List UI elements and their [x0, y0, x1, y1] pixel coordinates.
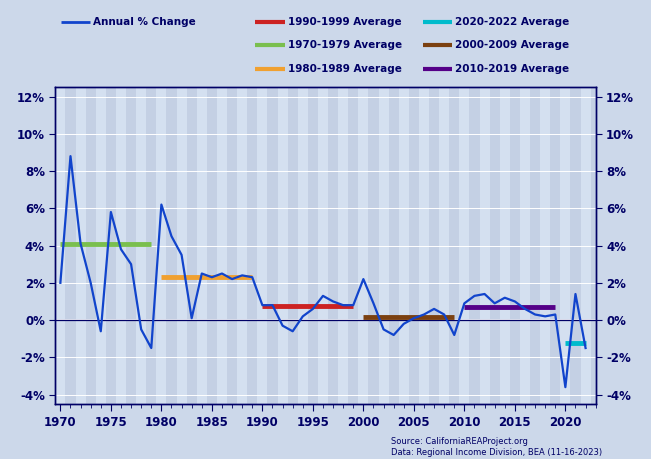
Bar: [338, 87, 348, 404]
Bar: [540, 87, 550, 404]
Bar: [449, 87, 460, 404]
Bar: [419, 87, 429, 404]
Bar: [469, 87, 480, 404]
Bar: [318, 87, 328, 404]
Bar: [116, 87, 126, 404]
Bar: [570, 87, 581, 404]
Bar: [227, 87, 237, 404]
Bar: [86, 87, 96, 404]
Bar: [207, 87, 217, 404]
Text: Source: CaliforniaREAProject.org
Data: Regional Income Division, BEA (11-16-2023: Source: CaliforniaREAProject.org Data: R…: [391, 437, 602, 457]
Bar: [268, 87, 277, 404]
Bar: [581, 87, 590, 404]
Bar: [288, 87, 298, 404]
Text: 2000-2009 Average: 2000-2009 Average: [455, 40, 570, 50]
Bar: [176, 87, 187, 404]
Text: 1990-1999 Average: 1990-1999 Average: [288, 17, 401, 27]
Bar: [520, 87, 530, 404]
Bar: [136, 87, 146, 404]
Bar: [146, 87, 156, 404]
Bar: [561, 87, 570, 404]
Bar: [389, 87, 398, 404]
Bar: [96, 87, 106, 404]
Text: 2020-2022 Average: 2020-2022 Average: [455, 17, 570, 27]
Bar: [328, 87, 338, 404]
Bar: [358, 87, 368, 404]
Text: Annual % Change: Annual % Change: [93, 17, 196, 27]
Bar: [439, 87, 449, 404]
Text: 1970-1979 Average: 1970-1979 Average: [288, 40, 402, 50]
Bar: [106, 87, 116, 404]
Bar: [590, 87, 601, 404]
Bar: [257, 87, 268, 404]
Bar: [429, 87, 439, 404]
Bar: [167, 87, 176, 404]
Bar: [368, 87, 378, 404]
Bar: [156, 87, 167, 404]
Bar: [500, 87, 510, 404]
Bar: [480, 87, 490, 404]
Bar: [298, 87, 308, 404]
Bar: [530, 87, 540, 404]
Bar: [378, 87, 389, 404]
Bar: [490, 87, 500, 404]
Bar: [550, 87, 561, 404]
Bar: [187, 87, 197, 404]
Bar: [237, 87, 247, 404]
Bar: [217, 87, 227, 404]
Bar: [126, 87, 136, 404]
Text: 2010-2019 Average: 2010-2019 Average: [455, 64, 570, 73]
Bar: [55, 87, 66, 404]
Bar: [348, 87, 358, 404]
Bar: [247, 87, 257, 404]
Bar: [409, 87, 419, 404]
Bar: [460, 87, 469, 404]
Bar: [510, 87, 520, 404]
Bar: [308, 87, 318, 404]
Text: 1980-1989 Average: 1980-1989 Average: [288, 64, 402, 73]
Bar: [398, 87, 409, 404]
Bar: [197, 87, 207, 404]
Bar: [277, 87, 288, 404]
Bar: [66, 87, 76, 404]
Bar: [76, 87, 86, 404]
